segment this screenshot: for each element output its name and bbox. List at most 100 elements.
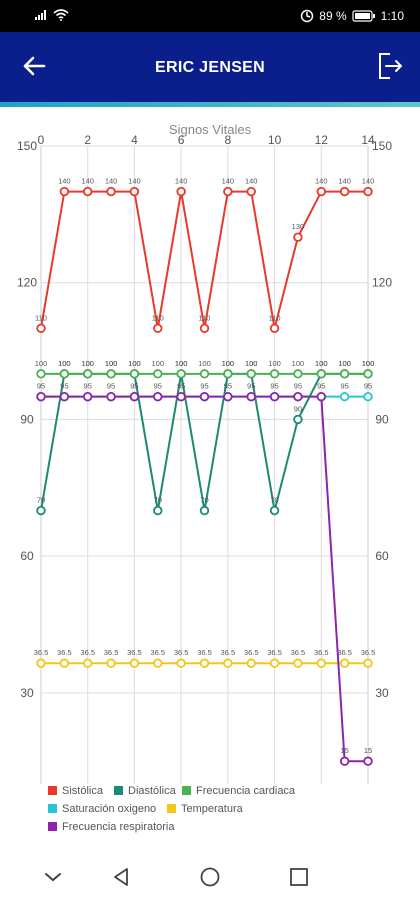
chevron-down-icon[interactable] xyxy=(40,864,66,890)
x-tick-label: 8 xyxy=(225,133,232,147)
data-label: 100 xyxy=(105,359,118,368)
x-tick-label: 14 xyxy=(361,133,375,147)
app-bar-accent xyxy=(0,102,420,107)
status-right: 89 % 1:10 xyxy=(300,9,404,23)
data-point xyxy=(36,369,46,379)
data-point xyxy=(83,369,93,379)
data-point xyxy=(269,658,280,668)
data-label: 95 xyxy=(200,382,208,391)
data-label: 130 xyxy=(292,222,305,231)
circle-home-icon[interactable] xyxy=(197,864,223,890)
status-left xyxy=(34,9,69,21)
legend-swatch xyxy=(48,804,57,813)
data-label: 36.5 xyxy=(244,648,259,657)
data-point xyxy=(83,186,93,197)
data-point xyxy=(106,658,116,668)
data-label: 110 xyxy=(269,313,281,322)
data-point xyxy=(363,756,373,766)
data-point xyxy=(363,186,373,197)
triangle-back-icon[interactable] xyxy=(108,864,134,890)
data-label: 140 xyxy=(58,177,71,186)
data-point xyxy=(269,369,280,379)
data-point xyxy=(293,369,303,379)
x-tick-label: 12 xyxy=(315,133,329,147)
legend-swatch xyxy=(48,786,57,795)
data-label: 140 xyxy=(81,177,94,186)
y-tick-label-right: 120 xyxy=(372,276,392,290)
square-recents-icon[interactable] xyxy=(286,864,312,890)
data-point xyxy=(106,186,116,197)
status-bar: 89 % 1:10 xyxy=(0,0,420,32)
data-label: 36.5 xyxy=(221,648,236,657)
battery-icon xyxy=(352,10,375,22)
app-bar: ERIC JENSEN xyxy=(0,32,420,102)
legend-label: Frecuencia cardiaca xyxy=(196,785,296,797)
data-point xyxy=(339,658,350,668)
data-label: 36.5 xyxy=(314,648,329,657)
y-tick-label-left: 90 xyxy=(20,412,34,426)
data-label: 100 xyxy=(105,359,118,368)
data-label: 100 xyxy=(58,359,71,368)
data-point xyxy=(129,658,140,668)
clock: 1:10 xyxy=(380,9,404,23)
data-point xyxy=(339,756,350,766)
data-label: 100 xyxy=(35,359,48,368)
data-point xyxy=(223,391,233,402)
data-label: 95 xyxy=(317,382,325,391)
data-label: 70 xyxy=(270,496,278,505)
data-label: 140 xyxy=(128,177,141,186)
wifi-icon xyxy=(53,9,69,21)
y-tick-label-left: 60 xyxy=(20,549,34,563)
data-label: 36.5 xyxy=(127,648,142,657)
data-label: 100 xyxy=(175,359,188,368)
data-label: 140 xyxy=(245,177,258,186)
data-label: 95 xyxy=(84,382,92,391)
logout-icon[interactable] xyxy=(376,50,404,82)
x-tick-label: 2 xyxy=(84,133,91,147)
data-label: 95 xyxy=(294,382,302,391)
y-tick-label-right: 30 xyxy=(375,686,389,700)
x-tick-label: 10 xyxy=(268,133,282,147)
x-tick-label: 4 xyxy=(131,133,138,147)
arrow-left-icon[interactable] xyxy=(20,52,48,80)
data-label: 100 xyxy=(338,359,351,368)
data-label: 36.5 xyxy=(291,648,306,657)
data-label: 36.5 xyxy=(57,648,72,657)
data-label: 70 xyxy=(154,496,162,505)
data-point xyxy=(316,391,326,402)
data-point xyxy=(153,323,163,333)
legend-swatch xyxy=(114,786,123,795)
data-label: 36.5 xyxy=(104,648,119,657)
data-point xyxy=(106,391,116,402)
data-label: 140 xyxy=(338,177,351,186)
y-tick-label-left: 120 xyxy=(17,276,37,290)
data-label: 15 xyxy=(340,746,348,755)
data-label: 100 xyxy=(268,359,281,368)
data-label: 95 xyxy=(37,382,45,391)
data-label: 100 xyxy=(152,359,165,368)
data-point xyxy=(129,369,140,379)
series-line xyxy=(41,395,368,763)
data-label: 100 xyxy=(362,359,375,368)
data-point xyxy=(176,391,186,402)
data-point xyxy=(246,658,256,668)
data-label: 95 xyxy=(107,382,115,391)
data-label: 140 xyxy=(105,177,118,186)
data-point xyxy=(293,658,303,668)
data-label: 95 xyxy=(224,382,232,391)
data-point xyxy=(339,186,350,197)
data-point xyxy=(199,369,210,379)
data-point xyxy=(199,391,210,402)
data-label: 36.5 xyxy=(34,648,49,657)
data-label: 95 xyxy=(247,382,255,391)
data-label: 100 xyxy=(245,359,258,368)
data-label: 70 xyxy=(200,496,208,505)
data-label: 100 xyxy=(292,359,305,368)
data-label: 36.5 xyxy=(80,648,95,657)
data-point xyxy=(246,186,256,197)
x-tick-label: 0 xyxy=(38,133,45,147)
data-point xyxy=(176,369,186,379)
data-point xyxy=(83,391,93,402)
data-point xyxy=(36,323,46,333)
